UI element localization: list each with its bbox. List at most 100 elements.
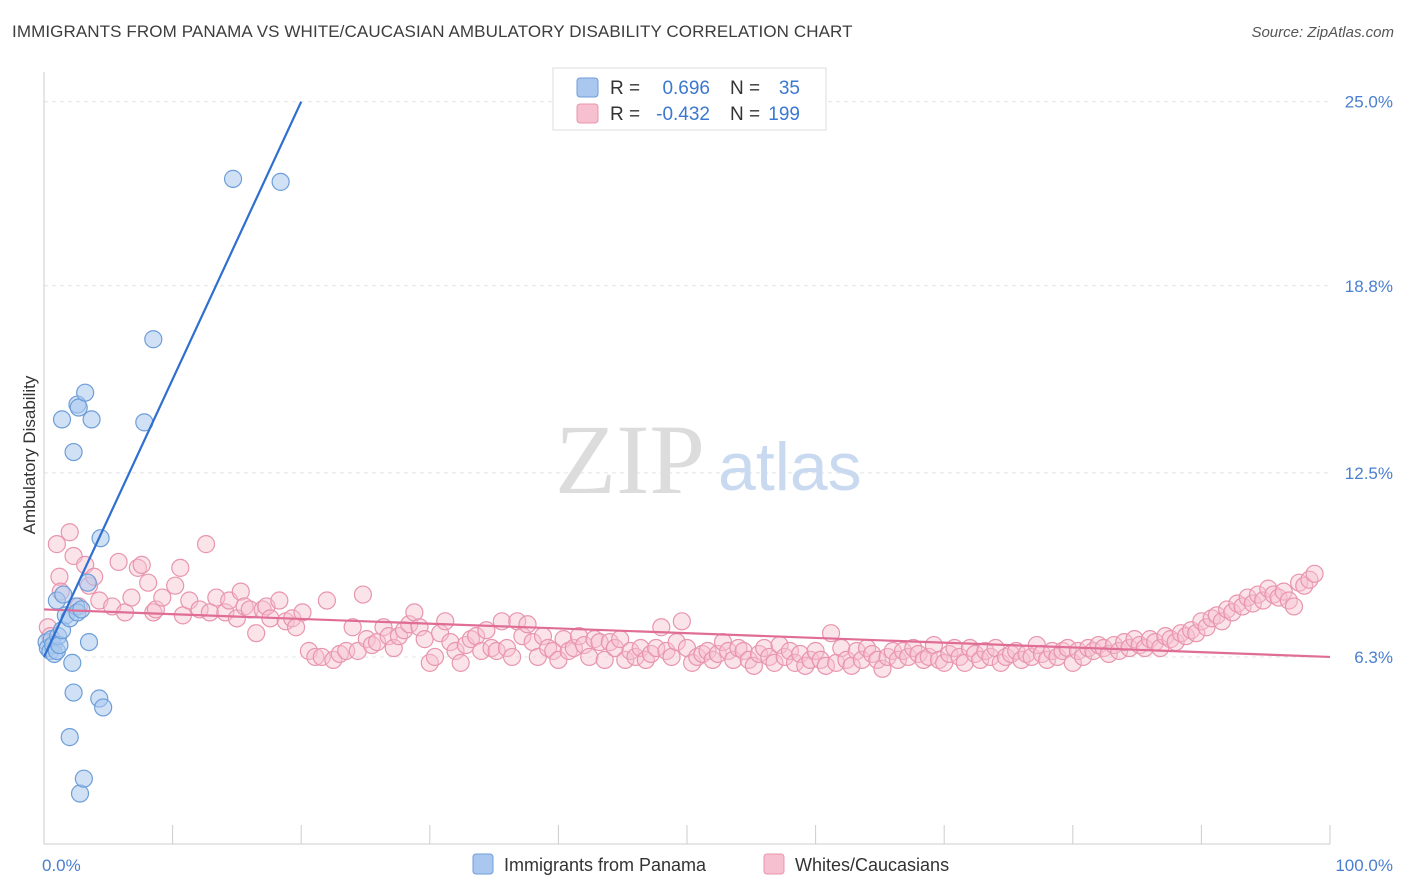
whites-point	[122, 588, 141, 607]
whites-point	[693, 644, 712, 664]
whites-point	[580, 647, 599, 667]
whites-point	[616, 650, 635, 670]
whites-point	[482, 638, 501, 658]
whites-point	[971, 650, 990, 670]
whites-point	[1022, 647, 1041, 667]
whites-point	[247, 624, 266, 643]
whites-point	[600, 632, 619, 652]
correlation-legend: R = 0.696 N = 35 R = -0.432 N = 199	[552, 67, 827, 131]
panama-points	[37, 169, 290, 803]
whites-point	[760, 647, 779, 667]
x-tick-label-max: 100.0%	[1335, 856, 1393, 875]
whites-point	[190, 600, 209, 619]
whites-point	[487, 641, 506, 661]
whites-point	[60, 523, 79, 542]
whites-point	[868, 650, 887, 670]
whites-point	[564, 638, 583, 658]
whites-trend-line	[43, 608, 1331, 659]
whites-point	[719, 641, 738, 661]
whites-point	[171, 558, 190, 577]
panama-point	[79, 632, 99, 652]
whites-point	[929, 650, 949, 670]
whites-point	[235, 597, 254, 616]
legend-r-value-1: 0.696	[662, 78, 710, 99]
whites-point	[734, 641, 753, 661]
whites-point	[1243, 594, 1262, 613]
y-tick-label: 6.3%	[1354, 648, 1393, 667]
source-credit: Source: ZipAtlas.com	[1251, 24, 1394, 41]
whites-point	[590, 632, 609, 652]
whites-point	[1228, 594, 1247, 613]
whites-point	[231, 582, 250, 601]
whites-point	[806, 641, 825, 661]
whites-point	[306, 647, 325, 667]
whites-point	[1063, 653, 1082, 672]
whites-point	[981, 647, 1000, 667]
x-tick-labels: 0.0% 100.0%	[42, 856, 1393, 875]
whites-point	[139, 573, 158, 592]
whites-point	[785, 653, 805, 672]
whites-point	[1171, 624, 1190, 643]
series-label-panama: Immigrants from Panama	[504, 855, 707, 875]
watermark: ZIP atlas	[555, 404, 862, 515]
whites-point	[451, 653, 470, 672]
whites-point	[1207, 606, 1226, 625]
panama-point	[64, 442, 83, 462]
whites-point	[472, 641, 491, 661]
whites-point	[1007, 641, 1026, 661]
panama-point	[72, 600, 91, 619]
whites-point	[1233, 597, 1252, 616]
whites-point	[878, 647, 897, 667]
whites-point	[353, 585, 373, 604]
whites-point	[559, 641, 578, 661]
whites-point	[312, 647, 331, 667]
whites-point	[904, 638, 923, 658]
y-tick-label: 18.8%	[1345, 277, 1393, 296]
whites-point	[569, 627, 589, 646]
y-tick-label: 12.5%	[1345, 464, 1393, 483]
panama-point	[60, 728, 79, 747]
panama-point	[76, 383, 95, 402]
whites-point	[1218, 600, 1237, 619]
whites-point	[1037, 650, 1057, 670]
panama-point	[52, 410, 72, 429]
whites-point	[899, 647, 918, 667]
whites-point	[873, 659, 892, 678]
whites-point	[1223, 603, 1242, 622]
whites-point	[852, 650, 871, 670]
whites-point	[621, 641, 640, 661]
watermark-zip: ZIP	[555, 404, 705, 515]
y-axis-title: Ambulatory Disability	[20, 375, 39, 534]
whites-point	[446, 641, 465, 661]
legend-r-value-2: -0.432	[656, 104, 710, 125]
whites-point	[698, 641, 717, 661]
whites-point	[883, 641, 902, 661]
series-swatch-panama	[472, 853, 494, 875]
whites-point	[50, 567, 69, 586]
whites-point	[811, 650, 830, 670]
whites-point	[996, 647, 1016, 667]
whites-point	[1264, 585, 1283, 604]
whites-point	[575, 635, 594, 655]
whites-points	[38, 523, 1324, 678]
legend-n-value-2: 199	[768, 104, 800, 125]
whites-point	[765, 653, 784, 672]
whites-point	[1274, 582, 1293, 601]
whites-point	[1109, 641, 1129, 661]
whites-point	[1115, 632, 1134, 652]
trend-lines	[43, 101, 1331, 659]
whites-point	[497, 638, 517, 658]
whites-point	[688, 647, 707, 667]
series-label-whites: Whites/Caucasians	[795, 855, 949, 875]
panama-point	[50, 635, 69, 655]
whites-point	[317, 591, 337, 610]
whites-point	[441, 632, 460, 652]
whites-point	[595, 650, 614, 670]
whites-point	[647, 638, 666, 658]
whites-point	[270, 591, 289, 610]
y-tick-labels: 6.3% 12.5% 18.8% 25.0%	[1345, 93, 1393, 667]
whites-point	[816, 656, 835, 675]
whites-point	[1161, 630, 1180, 649]
whites-point	[47, 535, 66, 554]
